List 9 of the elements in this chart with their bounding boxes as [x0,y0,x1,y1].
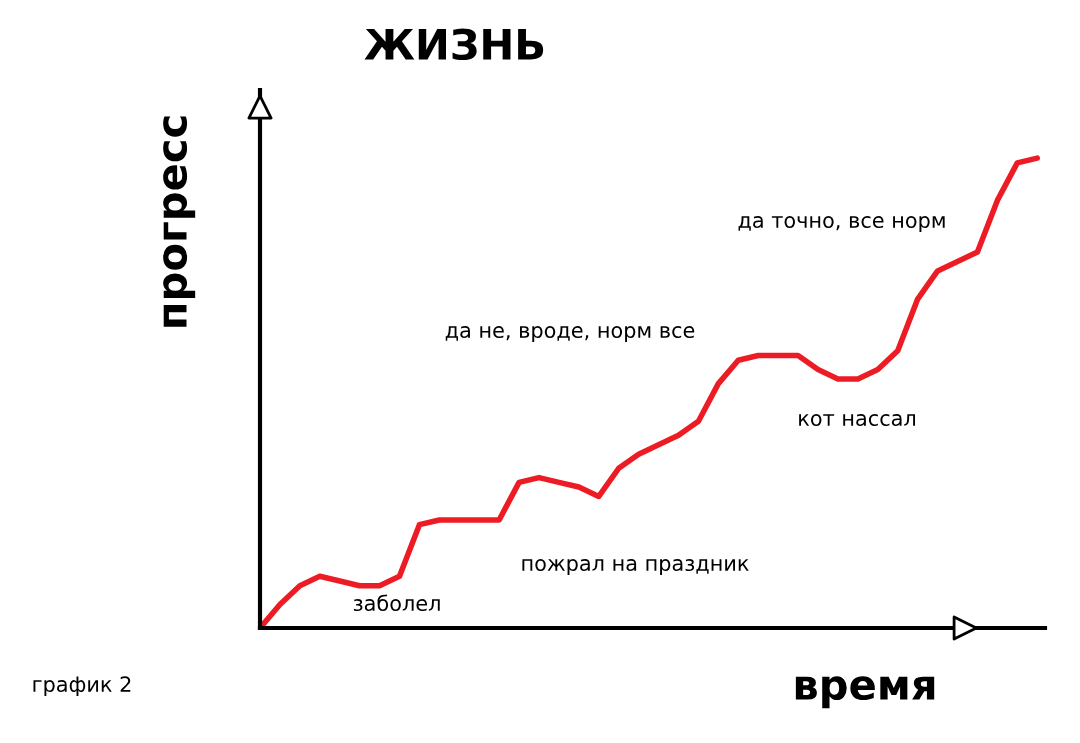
chart-title: ЖИЗНЬ [364,28,544,61]
text: график 2 [33,676,131,697]
y-axis-title: прогресс [163,116,196,327]
annotation: заболел [353,594,440,612]
annotation: да не, вроде, норм все [445,326,695,343]
annotation: да точно, все норм [738,216,945,233]
annotation: пожрал на праздник [522,559,749,576]
annotation: кот нассал [799,414,915,427]
x-axis-title: время [795,676,935,709]
